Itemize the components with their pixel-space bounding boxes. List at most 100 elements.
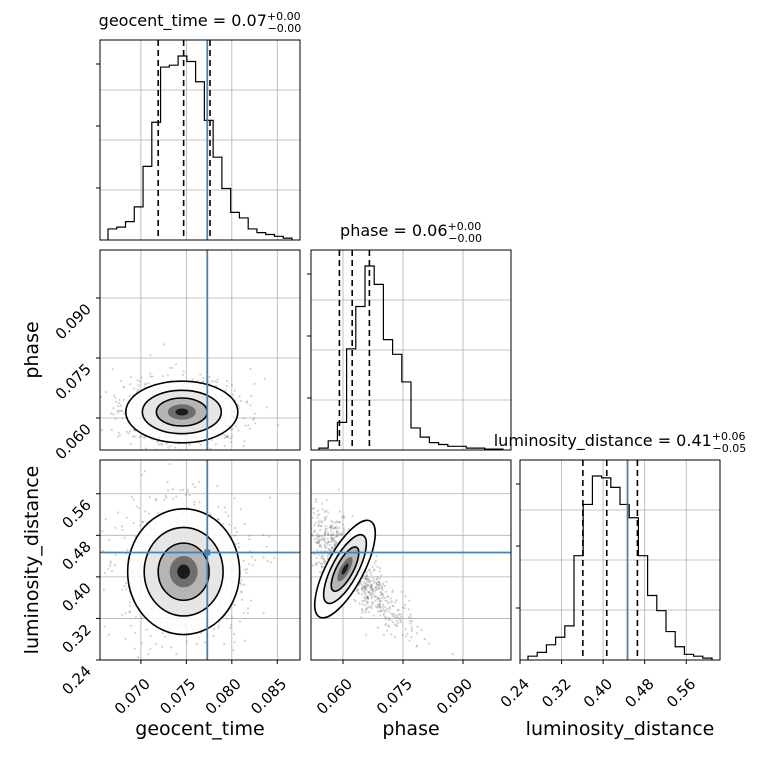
sample-point — [328, 553, 331, 556]
sample-point — [328, 548, 331, 551]
sample-point — [144, 510, 147, 513]
sample-point — [332, 546, 335, 549]
sample-point — [103, 625, 106, 628]
sample-point — [140, 473, 143, 477]
sample-point — [378, 581, 381, 584]
sample-point — [120, 525, 123, 528]
sample-point — [374, 599, 377, 602]
sample-point — [366, 597, 369, 600]
sample-point — [364, 607, 368, 611]
sample-point — [371, 565, 374, 569]
sample-point — [330, 537, 333, 540]
sample-point — [161, 443, 164, 446]
sample-point — [175, 495, 178, 498]
sample-point — [263, 377, 267, 380]
sample-point — [215, 384, 218, 387]
sample-point — [306, 496, 308, 498]
sample-point — [392, 605, 395, 608]
sample-point — [128, 610, 132, 613]
sample-point — [225, 385, 228, 388]
sample-point — [316, 540, 319, 543]
title-sub: −0.05 — [713, 442, 747, 455]
sample-point — [125, 582, 128, 585]
sample-point — [391, 589, 394, 592]
sample-point — [334, 542, 337, 545]
sample-point — [380, 600, 383, 603]
sample-point — [243, 639, 246, 642]
sample-point — [318, 570, 321, 574]
sample-point — [295, 494, 297, 496]
joint-content — [295, 460, 511, 660]
sample-point — [360, 588, 363, 591]
sample-point — [333, 539, 336, 542]
sample-point — [335, 534, 338, 538]
sample-point — [168, 660, 170, 662]
sample-point — [409, 613, 412, 616]
sample-point — [109, 560, 112, 563]
sample-point — [108, 564, 111, 567]
sample-point — [315, 564, 318, 567]
sample-point — [407, 608, 410, 611]
sample-point — [199, 451, 201, 453]
y-tick-label: 0.32 — [58, 621, 94, 657]
sample-point — [363, 586, 366, 589]
sample-point — [370, 606, 373, 610]
sample-point — [239, 399, 242, 403]
sample-point — [335, 535, 338, 538]
sample-point — [132, 522, 135, 525]
sample-point — [371, 603, 374, 606]
sample-point — [165, 496, 168, 499]
sample-point — [317, 540, 320, 543]
sample-point — [376, 575, 379, 579]
sample-point — [133, 647, 136, 650]
sample-point — [387, 602, 390, 605]
hist-step-luminosity_distance — [527, 475, 713, 660]
sample-point — [367, 583, 370, 587]
sample-point — [116, 404, 120, 408]
sample-point — [171, 488, 174, 491]
sample-point — [331, 540, 334, 544]
sample-point — [371, 590, 374, 593]
sample-point — [193, 503, 196, 506]
sample-point — [333, 526, 337, 529]
sample-point — [117, 511, 120, 514]
sample-point — [330, 533, 333, 537]
sample-point — [335, 520, 338, 523]
sample-point — [100, 429, 103, 432]
sample-point — [110, 412, 113, 415]
sample-point — [398, 618, 401, 621]
sample-point — [365, 577, 369, 580]
sample-point — [234, 425, 237, 428]
sample-point — [217, 518, 220, 521]
sample-point — [147, 653, 150, 656]
sample-point — [227, 514, 230, 518]
x-tick-label: 0.060 — [313, 675, 356, 718]
sample-point — [358, 592, 361, 595]
sample-point — [161, 632, 164, 635]
truth-marker — [204, 549, 211, 556]
sample-point — [318, 538, 321, 541]
sample-point — [317, 542, 320, 545]
sample-point — [209, 670, 211, 672]
y-axis-label-luminosity_distance: luminosity_distance — [21, 466, 43, 655]
x-axis-luminosity_distance: 0.24 0.32 0.40 0.48 0.56 luminosity_distance — [497, 660, 714, 740]
sample-point — [208, 376, 211, 379]
sample-point — [157, 511, 160, 514]
sample-point — [104, 518, 107, 521]
sample-point — [265, 406, 268, 409]
sample-point — [316, 516, 319, 519]
sample-point — [408, 639, 411, 642]
sample-point — [375, 554, 378, 558]
sample-point — [354, 600, 357, 603]
sample-point — [157, 443, 161, 446]
sample-point — [112, 413, 115, 416]
sample-point — [393, 615, 396, 618]
sample-point — [179, 489, 182, 492]
sample-point — [378, 597, 381, 601]
sample-point — [410, 625, 413, 629]
sample-point — [96, 511, 98, 513]
sample-point — [239, 508, 242, 511]
sample-point — [124, 612, 127, 615]
sample-point — [114, 400, 117, 403]
sample-point — [395, 619, 398, 623]
